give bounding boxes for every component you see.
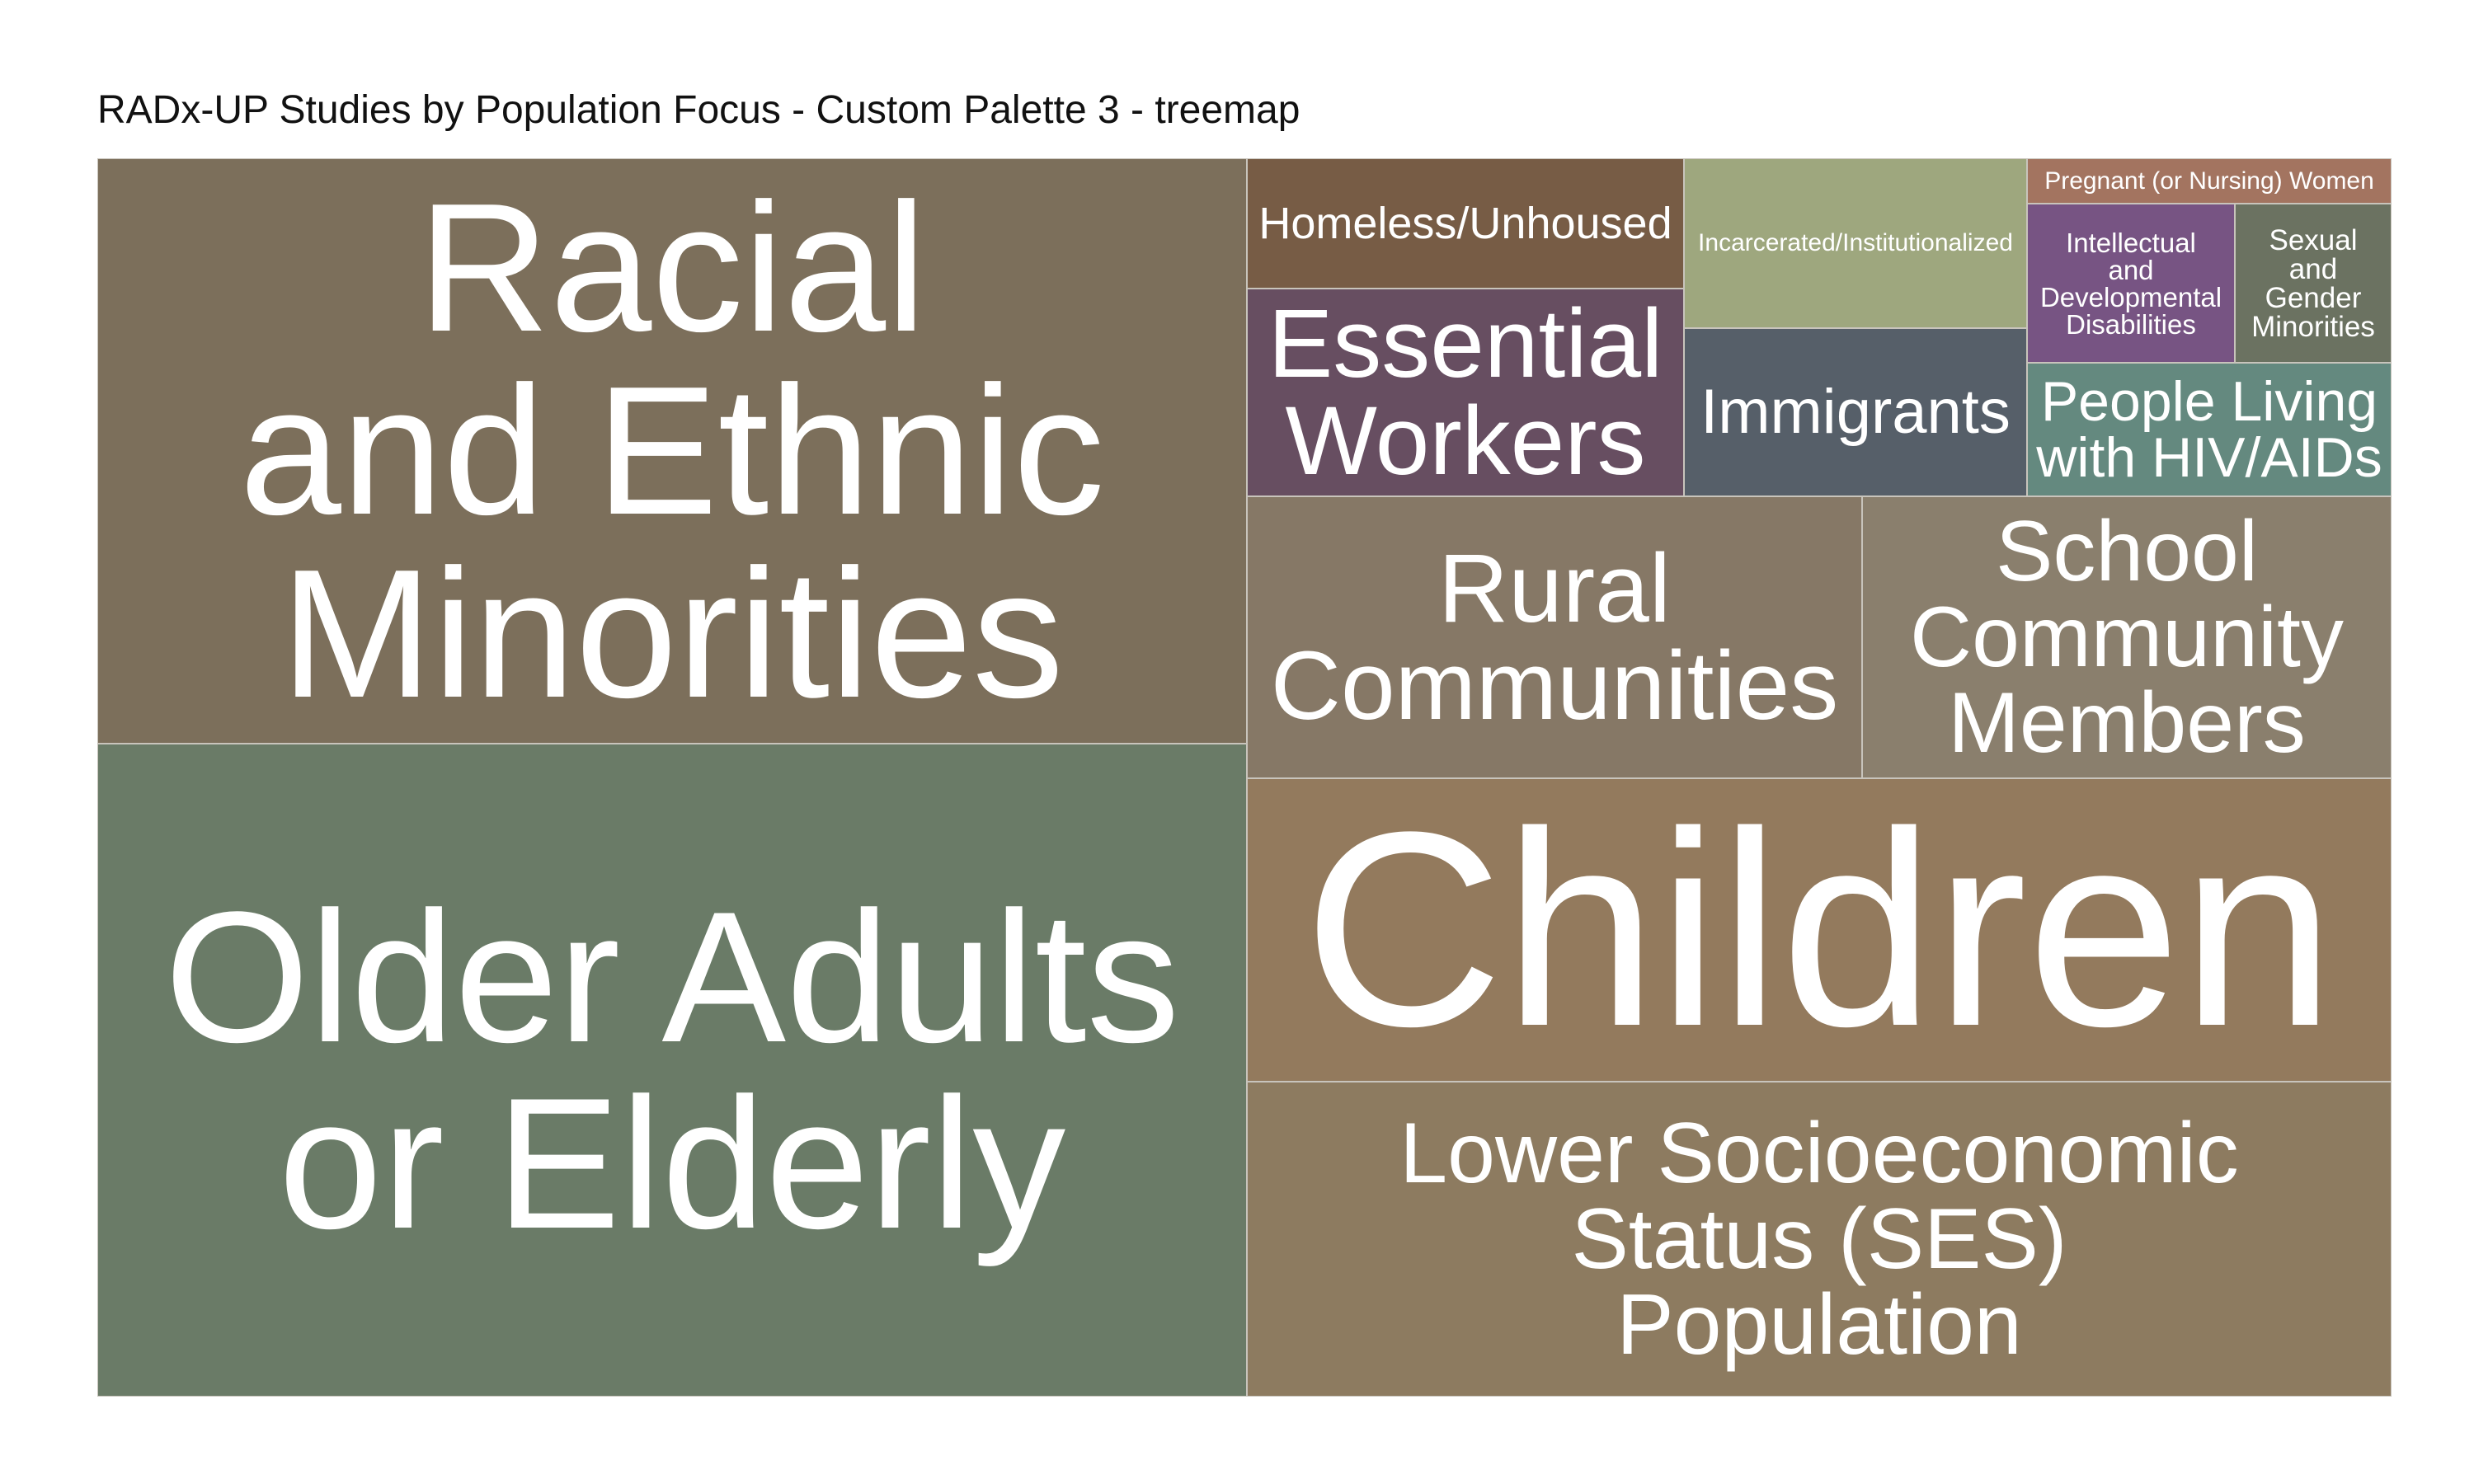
treemap-tile-lower-socioeconomic-status-ses-population: Lower Socioeconomic Status (SES) Populat… [1247,1082,2392,1397]
treemap-tile-pregnant-or-nursing-women: Pregnant (or Nursing) Women [2027,158,2392,204]
treemap-tile-incarcerated-institutionalized: Incarcerated/Institutionalized [1684,158,2027,328]
treemap-tile-older-adults-or-elderly: Older Adults or Elderly [97,744,1247,1397]
treemap-tile-school-community-members: School Community Members [1862,496,2392,778]
treemap-tile-immigrants: Immigrants [1684,328,2027,496]
treemap-label-immigrants: Immigrants [1700,377,2011,447]
treemap-label-homeless-unhoused: Homeless/Unhoused [1258,199,1672,248]
treemap-tile-racial-and-ethnic-minorities: Racial and Ethnic Minorities [97,158,1247,744]
treemap-label-older-adults-or-elderly: Older Adults or Elderly [164,872,1180,1267]
treemap-label-sexual-and-gender-minorities: Sexual and Gender Minorities [2251,223,2375,343]
treemap-label-intellectual-and-developmental-disabilities: Intellectual and Developmental Disabilit… [2039,227,2222,340]
treemap-tile-sexual-and-gender-minorities: Sexual and Gender Minorities [2235,204,2392,363]
treemap-tile-people-living-with-hiv-aids: People Living with HIV/AIDs [2027,363,2392,496]
treemap-tile-homeless-unhoused: Homeless/Unhoused [1247,158,1684,289]
treemap-tile-intellectual-and-developmental-disabilities: Intellectual and Developmental Disabilit… [2027,204,2235,363]
treemap-tile-essential-workers: Essential Workers [1247,289,1684,496]
treemap-label-people-living-with-hiv-aids: People Living with HIV/AIDs [2036,370,2382,489]
treemap-label-racial-and-ethnic-minorities: Racial and Ethnic Minorities [239,166,1105,736]
treemap-label-essential-workers: Essential Workers [1268,289,1663,495]
treemap-tile-rural-communities: Rural Communities [1247,496,1862,778]
treemap-label-incarcerated-institutionalized: Incarcerated/Institutionalized [1698,229,2013,256]
treemap: Racial and Ethnic Minorities Older Adults… [97,158,2392,1397]
treemap-label-rural-communities: Rural Communities [1270,534,1839,740]
treemap-label-pregnant-or-nursing-women: Pregnant (or Nursing) Women [2044,167,2374,195]
treemap-label-lower-socioeconomic-status-ses-population: Lower Socioeconomic Status (SES) Populat… [1399,1106,2239,1373]
treemap-tile-children: Children [1247,778,2392,1082]
treemap-label-children: Children [1303,778,2335,1082]
chart-title: RADx-UP Studies by Population Focus - Cu… [97,88,1300,132]
treemap-label-school-community-members: School Community Members [1910,504,2344,771]
